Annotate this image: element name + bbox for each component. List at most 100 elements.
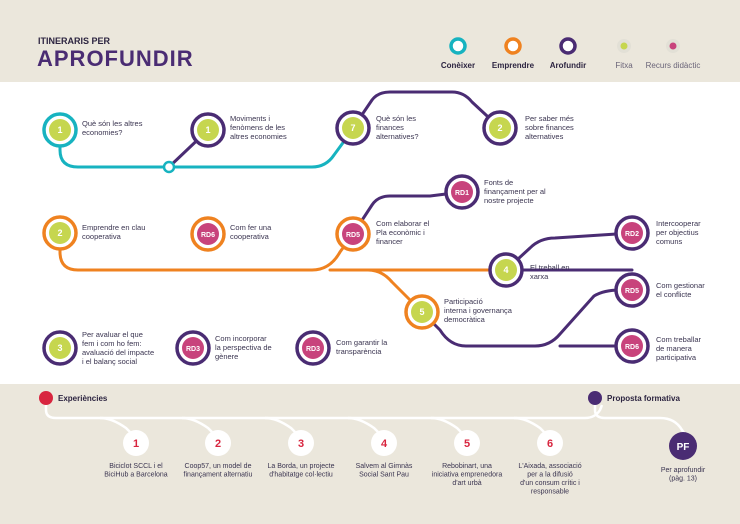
experiences-dot-icon xyxy=(39,391,53,405)
legend-label-fitxa: Fitxa xyxy=(615,61,633,70)
ring-orange-icon xyxy=(504,37,522,55)
node-label-line: interna i governança xyxy=(444,306,513,315)
route-rd1 xyxy=(351,190,464,236)
node-badge: 1 xyxy=(205,125,210,135)
node-label-line: alternatives xyxy=(525,132,564,141)
experience-branch xyxy=(513,416,545,433)
junction-icon xyxy=(162,160,176,174)
node-label-line: xarxa xyxy=(530,272,549,281)
experience-2[interactable]: 2 Coop57, un model de finançament alternat… xyxy=(181,416,253,479)
experience-text-line: responsable xyxy=(531,489,569,496)
node-badge: 2 xyxy=(57,228,62,238)
experience-6[interactable]: 6 L'Aixada, associació per a la difusiód'u… xyxy=(513,416,582,496)
node-fill-icon xyxy=(342,117,364,139)
node-label-line: Pla econòmic i xyxy=(376,228,425,237)
route-conflicte xyxy=(420,288,634,348)
experience-4[interactable]: 4 Salvem al Gimnàs Social Sant Pau xyxy=(347,416,413,479)
node-label-line: Intercooperar xyxy=(656,219,701,228)
node-label-line: de manera xyxy=(656,344,693,353)
header-title: APROFUNDIR xyxy=(37,46,194,71)
experience-text-line: iniciativa emprenedora xyxy=(432,472,503,479)
node-label-line: finances xyxy=(376,123,404,132)
node-badge: RD2 xyxy=(625,231,639,238)
experience-badge-icon xyxy=(123,430,149,456)
experience-text-line: d'habitatge col·lectiu xyxy=(269,472,333,479)
node-label-line: Com gestionar xyxy=(656,281,705,290)
node-label-line: Com elaborar el xyxy=(376,219,430,228)
node-label-line: Com incorporar xyxy=(215,334,267,343)
node-fill-icon xyxy=(495,259,517,281)
node-fill-icon xyxy=(197,223,219,245)
experience-text-line: BiciHub a Barcelona xyxy=(104,472,168,479)
node-badge: RD5 xyxy=(346,232,360,239)
node-badge: 1 xyxy=(57,125,62,135)
experience-5[interactable]: 5 Rebobinart, una iniciativa emprenedorad'… xyxy=(430,416,503,487)
legend-label-emprendre: Emprendre xyxy=(492,61,535,70)
node-label-line: alternatives? xyxy=(376,132,419,141)
node-fill-icon xyxy=(49,222,71,244)
node-label-line: altres economies xyxy=(230,132,287,141)
ring-purple-icon xyxy=(559,37,577,55)
experience-branch xyxy=(347,416,379,433)
experience-1[interactable]: 1 Biciclot SCCL i el BiciHub a Barcelona xyxy=(99,416,168,479)
experience-3[interactable]: 3 La Borda, un projecte d'habitatge col·le… xyxy=(264,416,335,479)
node-label-line: democràtica xyxy=(444,315,486,324)
node-badge: RD3 xyxy=(186,346,200,353)
experience-branch xyxy=(181,416,213,433)
experience-branch xyxy=(264,416,296,433)
node-label-line: cooperativa xyxy=(230,232,270,241)
node-fill-icon xyxy=(411,301,433,323)
experience-text-line: Rebobinart, una xyxy=(442,463,492,470)
proposal-node[interactable]: PF Per aprofundir (pàg. 13) xyxy=(661,432,706,483)
node-label-line: per objectius xyxy=(656,228,699,237)
node-label-line: transparència xyxy=(336,347,382,356)
experience-number: 2 xyxy=(215,438,221,450)
node-badge: RD1 xyxy=(455,190,469,197)
experiences-list: 1 Biciclot SCCL i el BiciHub a Barcelona 2 C… xyxy=(99,416,706,496)
experience-text-line: d'art urbà xyxy=(452,480,481,487)
node-badge: 7 xyxy=(350,123,355,133)
node-badge: 5 xyxy=(419,307,424,317)
node-label-line: Per saber més xyxy=(525,114,574,123)
experience-text-line: Salvem al Gimnàs xyxy=(356,463,413,470)
node-label-line: comuns xyxy=(656,237,683,246)
node-label-line: finançament per al xyxy=(484,187,546,196)
node-fill-icon xyxy=(451,181,473,203)
node-badge: RD3 xyxy=(306,346,320,353)
node-fill-icon xyxy=(302,337,324,359)
proposal-label: Proposta formativa xyxy=(607,394,680,403)
experiences-band: Experiències Proposta formativa 1 Biciclo… xyxy=(39,391,706,496)
node-fill-icon xyxy=(197,119,219,141)
node-label-line: Participació xyxy=(444,297,483,306)
node-fill-icon xyxy=(621,279,643,301)
node-fill-icon xyxy=(49,119,71,141)
node-label-line: Emprendre en clau xyxy=(82,223,145,232)
node-label-line: Què són les altres xyxy=(82,119,143,128)
node-label-line: Què són les xyxy=(376,114,416,123)
experience-badge-icon xyxy=(371,430,397,456)
legend: Conèixer Emprendre Arofundir Fitxa Recur… xyxy=(441,37,700,70)
proposal-dot-icon xyxy=(588,391,602,405)
experience-text-line: d'un consum crític i xyxy=(520,480,580,487)
experience-number: 4 xyxy=(381,438,388,450)
ring-cyan-icon xyxy=(449,37,467,55)
node-label-line: Com fer una xyxy=(230,223,272,232)
